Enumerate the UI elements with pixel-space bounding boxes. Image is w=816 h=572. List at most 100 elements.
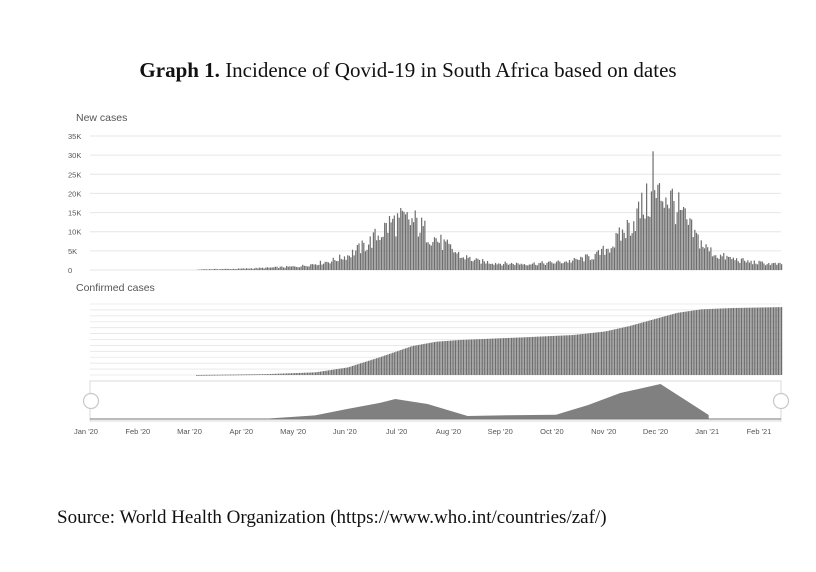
- new-cases-bar: [642, 214, 645, 270]
- confirmed-cases-bar: [546, 336, 548, 375]
- confirmed-cases-bar: [570, 335, 572, 375]
- confirmed-cases-bar: [581, 334, 583, 375]
- confirmed-cases-bar: [745, 307, 747, 375]
- new-cases-bar: [589, 260, 591, 270]
- confirmed-cases-bar: [711, 308, 714, 375]
- confirmed-cases-bar: [459, 339, 461, 375]
- new-cases-bar: [491, 263, 493, 270]
- new-cases-bar: [321, 264, 323, 270]
- confirmed-cases-bar: [308, 372, 310, 375]
- new-cases-bar: [253, 268, 256, 270]
- confirmed-cases-bar: [409, 346, 411, 375]
- confirmed-cases-bar: [568, 335, 571, 375]
- new-cases-bar: [245, 268, 248, 270]
- confirmed-cases-bar: [486, 338, 489, 375]
- x-tick-label: Oct '20: [540, 427, 564, 436]
- confirmed-cases-bar: [507, 337, 510, 375]
- new-cases-bar: [657, 184, 659, 270]
- new-cases-bar: [441, 249, 444, 270]
- new-cases-bar: [620, 240, 622, 270]
- new-cases-bar: [750, 260, 752, 270]
- confirmed-cases-bar: [769, 307, 771, 375]
- new-cases-bar: [429, 244, 431, 270]
- new-cases-bar: [552, 263, 555, 270]
- new-cases-bar: [478, 259, 481, 270]
- confirmed-cases-bar: [597, 332, 600, 375]
- confirmed-cases-bar: [281, 373, 283, 375]
- range-handle-right[interactable]: [772, 392, 790, 410]
- confirmed-cases-bar: [592, 332, 595, 375]
- confirmed-cases-bar: [221, 374, 223, 376]
- new-cases-bar: [716, 257, 718, 270]
- confirmed-cases-bar: [371, 359, 373, 375]
- new-cases-bar: [485, 263, 487, 270]
- confirmed-cases-bar: [478, 339, 481, 375]
- confirmed-cases-bar: [295, 373, 297, 375]
- figure-source: Source: World Health Organization (https…: [57, 507, 607, 528]
- confirmed-cases-bar: [421, 344, 423, 375]
- new-cases-bar: [703, 248, 706, 270]
- confirmed-cases-bar: [620, 327, 622, 375]
- new-cases-bar: [507, 264, 510, 270]
- confirmed-cases-bar: [260, 374, 262, 375]
- new-cases-bar: [303, 265, 305, 270]
- new-cases-bar: [282, 267, 285, 270]
- new-cases-bar: [213, 268, 215, 270]
- new-cases-bar: [654, 190, 656, 270]
- confirmed-cases-bar: [396, 351, 399, 375]
- new-cases-bar: [458, 251, 460, 270]
- new-cases-bar: [236, 269, 238, 270]
- confirmed-cases-bar: [372, 359, 375, 375]
- new-cases-bar: [372, 232, 375, 270]
- new-cases-bar: [297, 267, 299, 270]
- confirmed-cases-bar: [637, 323, 640, 375]
- new-cases-bar: [327, 262, 330, 270]
- confirmed-cases-bar: [528, 337, 530, 375]
- new-cases-bar: [769, 265, 771, 270]
- new-cases-bar: [649, 216, 651, 270]
- confirmed-cases-bar: [496, 338, 498, 375]
- new-cases-bar: [382, 236, 384, 270]
- confirmed-cases-bar: [617, 328, 619, 375]
- confirmed-cases-bar: [335, 369, 338, 375]
- range-handle-left[interactable]: [82, 392, 100, 410]
- confirmed-cases-bar: [454, 340, 456, 375]
- new-cases-bar: [519, 264, 521, 270]
- new-cases-bar: [223, 268, 225, 270]
- confirmed-cases-bar: [764, 307, 767, 375]
- confirmed-cases-bar: [658, 317, 661, 375]
- confirmed-cases-bar: [760, 307, 762, 375]
- new-cases-bar: [658, 183, 661, 270]
- new-cases-bar: [612, 246, 614, 270]
- range-navigator[interactable]: [82, 380, 790, 422]
- new-cases-bar: [618, 227, 620, 270]
- confirmed-cases-bar: [345, 367, 347, 375]
- new-cases-bar: [459, 257, 461, 270]
- confirmed-cases-bar: [374, 358, 376, 375]
- confirmed-cases-bar: [355, 364, 357, 375]
- confirmed-cases-bar: [665, 315, 667, 375]
- confirmed-cases-bar: [536, 336, 538, 375]
- new-cases-bar: [674, 224, 677, 270]
- confirmed-cases-bar: [466, 339, 468, 375]
- confirmed-cases-bar: [364, 361, 366, 375]
- new-cases-bar: [337, 261, 339, 270]
- new-cases-bar: [305, 265, 307, 270]
- confirmed-cases-bar: [464, 339, 466, 375]
- confirmed-cases-bar: [392, 352, 394, 375]
- new-cases-bar: [200, 269, 203, 270]
- new-cases-bar: [335, 261, 338, 270]
- confirmed-cases-bar: [427, 343, 429, 375]
- y-tick-label: 0: [68, 266, 72, 275]
- confirmed-cases-bar: [499, 338, 501, 375]
- confirmed-cases-bar: [422, 344, 424, 375]
- confirmed-cases-bar: [445, 341, 447, 375]
- new-cases-bar: [419, 232, 421, 270]
- new-cases-bar: [498, 263, 500, 270]
- x-tick-label: Feb '21: [747, 427, 772, 436]
- new-cases-bar: [692, 237, 694, 270]
- confirmed-cases-bar: [348, 366, 350, 375]
- x-tick-label: Jan '21: [695, 427, 719, 436]
- confirmed-cases-bar: [771, 307, 773, 375]
- new-cases-bar: [644, 218, 646, 270]
